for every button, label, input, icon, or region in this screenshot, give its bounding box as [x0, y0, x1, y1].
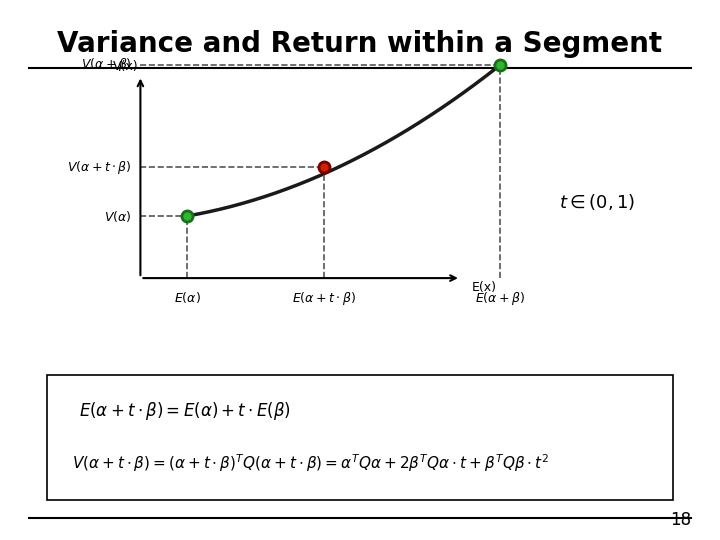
Text: $t \in (0, 1)$: $t \in (0, 1)$ [559, 192, 636, 213]
Text: $V(\alpha + \beta)$: $V(\alpha + \beta)$ [81, 56, 132, 73]
Text: $E(\alpha + t \cdot \beta) = E(\alpha) + t \cdot E(\beta)$: $E(\alpha + t \cdot \beta) = E(\alpha) +… [79, 400, 291, 422]
Text: Variance and Return within a Segment: Variance and Return within a Segment [58, 30, 662, 58]
FancyBboxPatch shape [47, 375, 673, 500]
Text: $E(\alpha)$: $E(\alpha)$ [174, 290, 201, 305]
Text: $E(\alpha + \beta)$: $E(\alpha + \beta)$ [475, 290, 526, 307]
Text: $V(\alpha)$: $V(\alpha)$ [104, 208, 132, 224]
Text: $V(\alpha + t \cdot \beta)$: $V(\alpha + t \cdot \beta)$ [67, 159, 132, 176]
Text: $E(\alpha + t \cdot \beta)$: $E(\alpha + t \cdot \beta)$ [292, 290, 356, 307]
Text: E(x): E(x) [472, 281, 497, 294]
Text: $V(\alpha+t\cdot\beta) = (\alpha+t\cdot\beta)^T Q(\alpha+t\cdot\beta) = \alpha^T: $V(\alpha+t\cdot\beta) = (\alpha+t\cdot\… [72, 453, 549, 474]
Text: 18: 18 [670, 511, 691, 529]
Text: V(x): V(x) [113, 60, 139, 73]
